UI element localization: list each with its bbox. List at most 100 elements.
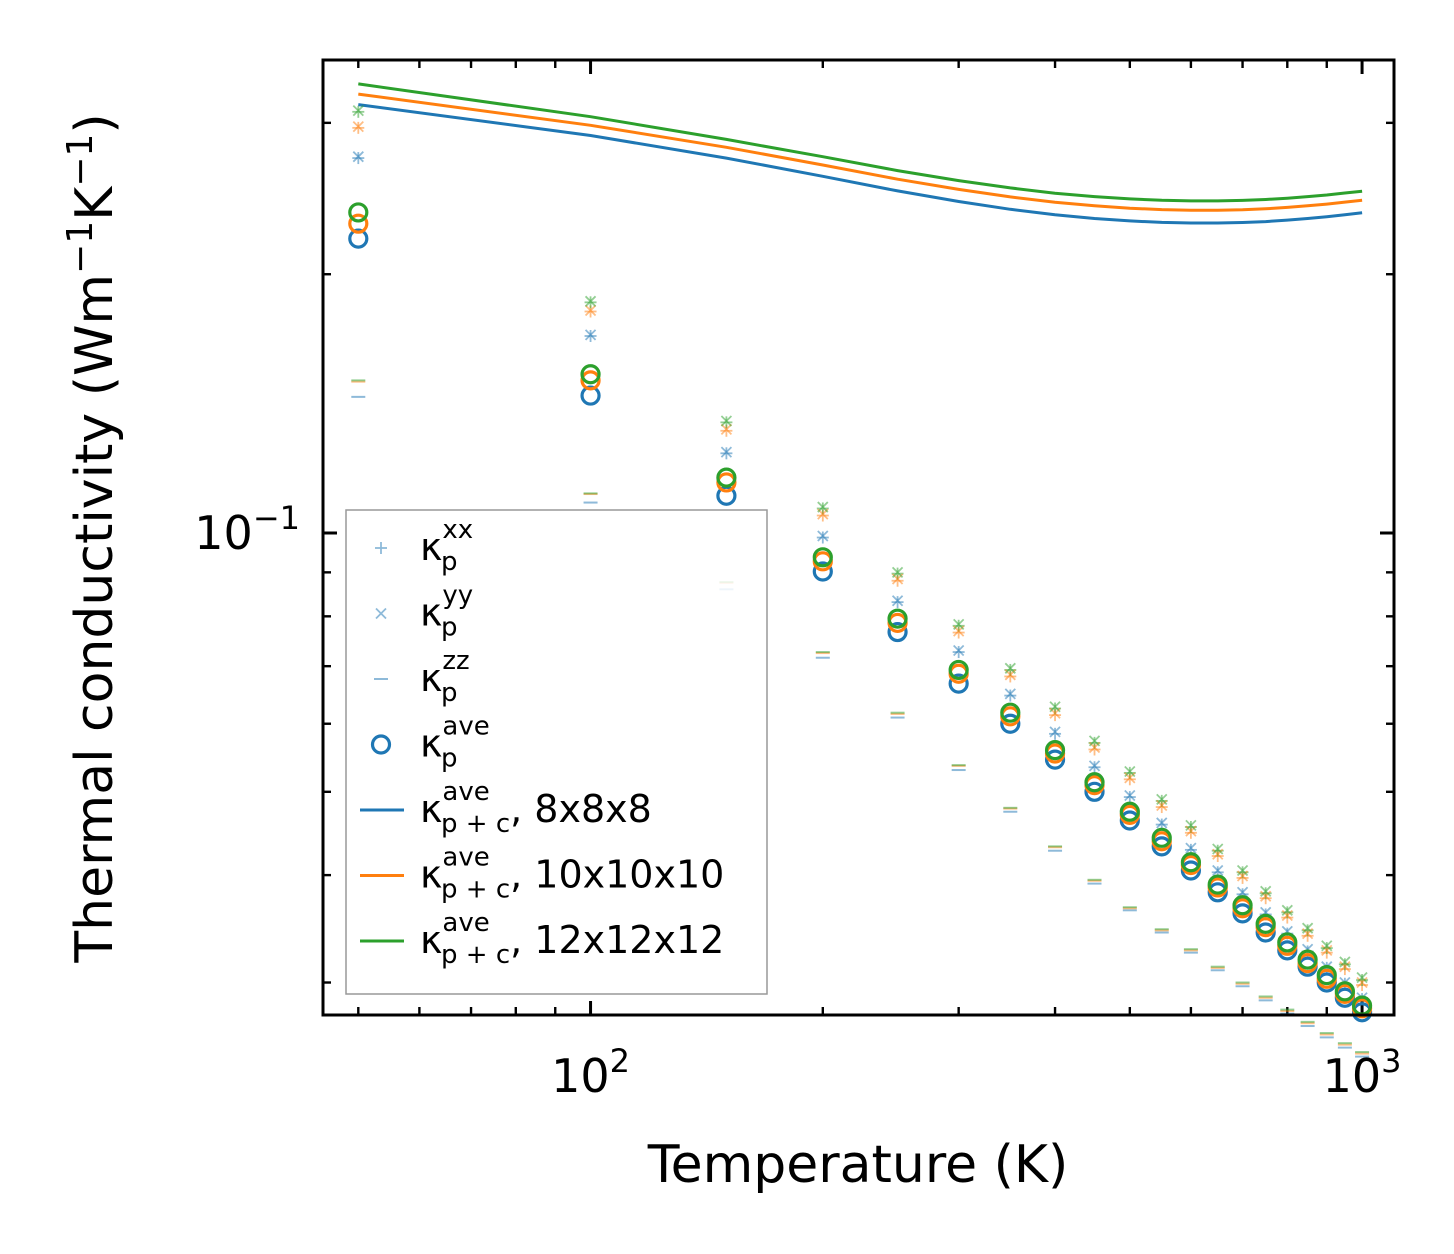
y-tick-labels: 10−1 (194, 499, 300, 560)
x-marker (1185, 842, 1197, 854)
circle-marker (948, 659, 969, 681)
legend-entry: κxx p (375, 515, 473, 577)
circle-marker (1084, 781, 1105, 802)
x-marker (720, 415, 733, 427)
circle-marker (1000, 713, 1021, 734)
x-marker-b (1212, 843, 1224, 855)
x-marker-b (375, 607, 387, 620)
circle-marker (1180, 852, 1202, 873)
series-κp^zz 12x12x12 (351, 379, 1370, 1054)
circle-marker (1334, 981, 1355, 1002)
legend-label: κave p + c, 10x10x10 (420, 843, 724, 905)
circle-marker (812, 561, 833, 582)
x-marker (1212, 843, 1224, 855)
plus-marker (1338, 958, 1351, 971)
x-marker-b (1281, 909, 1293, 922)
legend-box (345, 509, 768, 995)
x-marker (953, 644, 965, 657)
x-marker (1260, 885, 1272, 897)
plus-marker (375, 542, 387, 554)
plus-marker (952, 646, 965, 659)
x-marker-b (1156, 793, 1168, 805)
circle-marker (1232, 895, 1253, 916)
plus-marker (1320, 942, 1333, 955)
plus-marker (720, 416, 733, 429)
x-marker-b (720, 446, 733, 458)
x-marker (720, 446, 733, 458)
x-marker-b (817, 501, 829, 513)
legend-label: κave p + c, 12x12x12 (420, 908, 724, 970)
plus-marker (1088, 761, 1101, 774)
series-κp^yy 12x12x12 (352, 104, 1368, 984)
y-tick-label: 10−1 (194, 499, 300, 560)
x-marker-b (1339, 961, 1351, 973)
series-κp^ave 12x12x12 (348, 202, 1373, 1016)
x-marker-b (1356, 976, 1368, 989)
legend-entry: κyy p (375, 581, 473, 643)
x-marker (1236, 886, 1249, 898)
legend-entry: κave p + c, 10x10x10 (360, 843, 724, 905)
circle-marker (1151, 827, 1172, 848)
circle-marker (1119, 810, 1140, 831)
plus-marker (952, 619, 965, 632)
legend-entry: κave p + c, 12x12x12 (360, 908, 724, 970)
circle-marker (1119, 801, 1140, 822)
x-marker (1236, 864, 1249, 877)
series-points (348, 104, 1373, 1058)
plus-marker (352, 152, 365, 165)
plus-marker (1004, 689, 1017, 702)
x-marker-b (1088, 735, 1101, 747)
x-axis-label: Temperature (K) (647, 1135, 1069, 1195)
x-marker-b (1356, 971, 1368, 984)
x-tick-label: 102 (551, 1042, 630, 1103)
x-marker (1124, 765, 1136, 778)
x-marker-b (720, 415, 733, 427)
x-marker-b (584, 329, 597, 341)
x-marker (891, 566, 904, 578)
x-marker-b (352, 104, 364, 117)
x-marker-b (1124, 789, 1136, 802)
circle-marker (580, 364, 601, 385)
circle-marker (887, 621, 908, 643)
x-marker (1260, 890, 1272, 902)
plus-marker (1356, 974, 1369, 987)
x-marker (1088, 760, 1101, 772)
x-marker (1212, 864, 1224, 877)
circle-marker (348, 202, 369, 223)
x-marker (1212, 848, 1224, 860)
circle-marker (1044, 749, 1066, 770)
x-marker (584, 304, 597, 317)
x-marker-b (352, 120, 364, 133)
x-marker (1281, 909, 1293, 922)
x-marker (1339, 956, 1351, 968)
circle-marker (1084, 772, 1105, 793)
plot-frame (321, 58, 1396, 1017)
circle-marker (580, 385, 601, 406)
x-marker-b (953, 644, 965, 657)
circle-marker (348, 228, 369, 249)
x-marker (1185, 819, 1197, 832)
plus-marker (816, 531, 829, 544)
x-marker (375, 607, 387, 620)
line-κp+c^ave, 10x10x10 (358, 92, 1363, 212)
x-marker-b (1004, 662, 1016, 674)
x-marker-b (1260, 885, 1272, 897)
x-marker (352, 120, 364, 133)
legend-label: κzz p (420, 646, 470, 708)
x-marker (1049, 726, 1061, 738)
circle-marker (1316, 965, 1337, 986)
x-marker-b (1236, 864, 1249, 877)
line-κp+c^ave, 8x8x8 (358, 103, 1363, 225)
x-marker (953, 618, 965, 630)
line-κp+c^ave, 12x12x12 (358, 82, 1363, 203)
x-marker (1356, 976, 1368, 989)
circle-marker (1255, 913, 1276, 934)
x-marker-b (584, 304, 597, 317)
x-marker-b (1339, 956, 1351, 968)
circle-marker (1180, 860, 1202, 881)
x-marker-b (1301, 922, 1314, 934)
x-marker (1156, 817, 1168, 829)
x-marker-b (1212, 848, 1224, 860)
circle-marker (948, 673, 969, 694)
